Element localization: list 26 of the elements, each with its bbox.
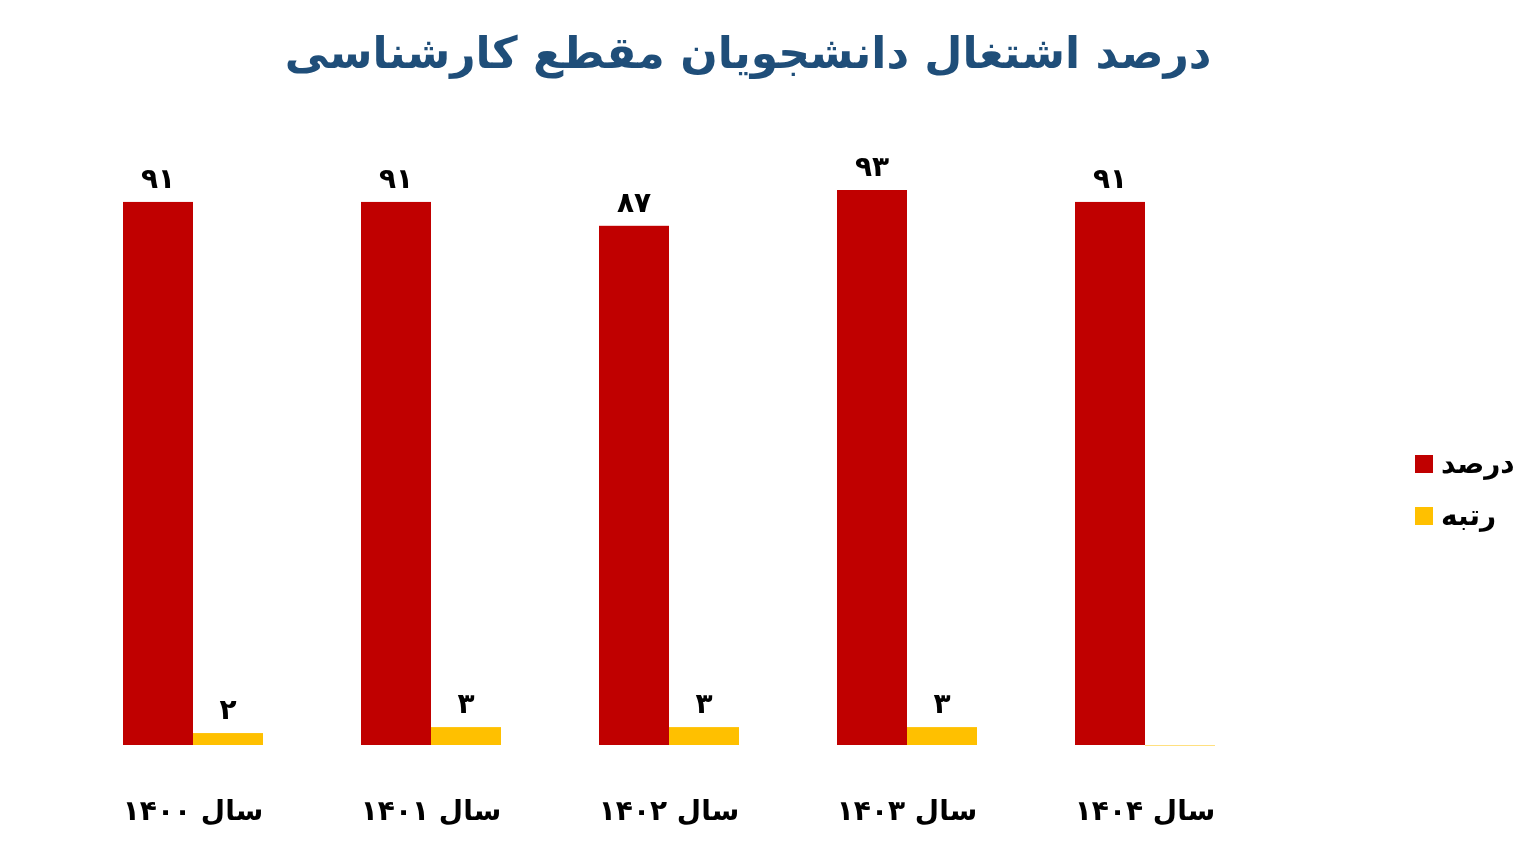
- x-tick-label: سال ۱۴۰۱: [360, 794, 502, 827]
- bar: [361, 201, 431, 745]
- x-tick-label: سال ۱۴۰۳: [836, 794, 978, 827]
- data-label: ۲: [219, 693, 237, 727]
- legend-label: رتبه: [1441, 499, 1497, 532]
- data-label: ۹۳: [854, 150, 890, 183]
- data-label: ۸۷: [616, 185, 652, 219]
- bar: [599, 225, 669, 745]
- data-label: ۳: [695, 687, 713, 721]
- bar: [431, 727, 501, 745]
- bar: [669, 727, 739, 745]
- data-label: ۹۱: [378, 161, 414, 195]
- bar: [907, 727, 977, 745]
- bar: [837, 190, 907, 745]
- bar: [123, 201, 193, 745]
- x-tick-label: سال ۱۴۰۴: [1074, 794, 1216, 827]
- data-label: ۹۱: [1092, 161, 1128, 195]
- bar: [193, 733, 263, 745]
- data-label: ۳: [457, 687, 475, 721]
- chart-title: درصد اشتغال دانشجویان مقطع کارشناسی: [284, 27, 1212, 79]
- bar: [1075, 201, 1145, 745]
- x-tick-label: سال ۱۴۰۰: [122, 794, 264, 827]
- x-tick-label: سال ۱۴۰۲: [598, 794, 740, 827]
- legend-label: درصد: [1441, 447, 1515, 480]
- data-label: ۳: [933, 687, 951, 721]
- data-label: ۹۱: [140, 161, 176, 195]
